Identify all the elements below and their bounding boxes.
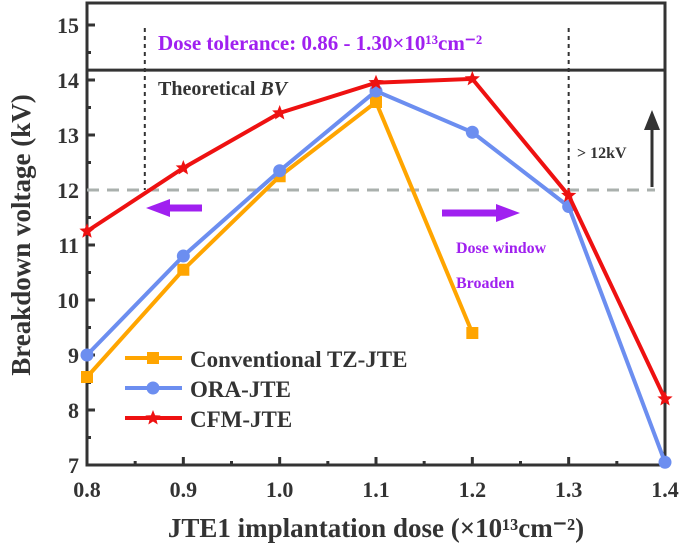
dose-window-label: Dose window: [456, 240, 547, 257]
x-tick-label: 1.4: [651, 477, 679, 502]
right-arrow-icon: [496, 204, 520, 222]
y-tick-label: 11: [58, 233, 79, 258]
tolerance-annotation: Dose tolerance: 0.86 - 1.30×10¹³cm⁻²: [158, 31, 482, 55]
left-arrow-icon: [146, 199, 170, 217]
y-tick-label: 8: [68, 398, 79, 423]
data-point: [80, 348, 94, 362]
legend-label: Conventional TZ-JTE: [190, 347, 408, 372]
x-tick-label: 0.9: [170, 477, 198, 502]
x-tick-label: 1.0: [266, 477, 294, 502]
x-tick-label: 1.1: [362, 477, 390, 502]
y-tick-label: 15: [57, 13, 79, 38]
theoretical-bv-label: Theoretical BV: [158, 78, 289, 100]
legend-marker: [145, 410, 161, 425]
data-point: [177, 263, 190, 276]
x-tick-label: 1.2: [459, 477, 487, 502]
y-tick-label: 10: [57, 288, 79, 313]
data-point: [175, 160, 191, 175]
x-tick-label: 1.3: [555, 477, 583, 502]
y-tick-label: 14: [57, 68, 79, 93]
legend-label: ORA-JTE: [190, 377, 291, 402]
data-point: [465, 125, 479, 139]
data-point: [466, 327, 479, 339]
theoretical-bv-italic: BV: [259, 78, 288, 100]
data-point: [464, 70, 480, 86]
up-arrow-icon: [644, 110, 660, 130]
legend-marker: [146, 381, 160, 395]
threshold-annotation: > 12kV: [577, 145, 627, 162]
data-point: [368, 74, 384, 90]
data-point: [657, 391, 673, 406]
data-point: [176, 249, 190, 263]
data-point: [658, 455, 672, 469]
data-point: [369, 84, 383, 98]
x-tick-label: 0.8: [73, 477, 101, 502]
y-tick-label: 13: [57, 123, 79, 148]
data-point: [561, 187, 577, 202]
legend-marker: [147, 352, 159, 364]
y-tick-label: 9: [68, 343, 79, 368]
legend-label: CFM-JTE: [190, 407, 292, 432]
y-tick-label: 12: [57, 178, 79, 203]
data-point: [272, 105, 288, 120]
x-axis-label: JTE1 implantation dose (×10¹³cm⁻²): [168, 513, 584, 543]
y-tick-label: 7: [68, 453, 79, 478]
data-point: [273, 164, 287, 178]
y-axis-label: Breakdown voltage (kV): [6, 94, 36, 376]
broaden-label: Broaden: [456, 275, 514, 292]
data-point: [81, 371, 93, 383]
data-point: [79, 223, 95, 238]
data-point: [370, 96, 382, 108]
